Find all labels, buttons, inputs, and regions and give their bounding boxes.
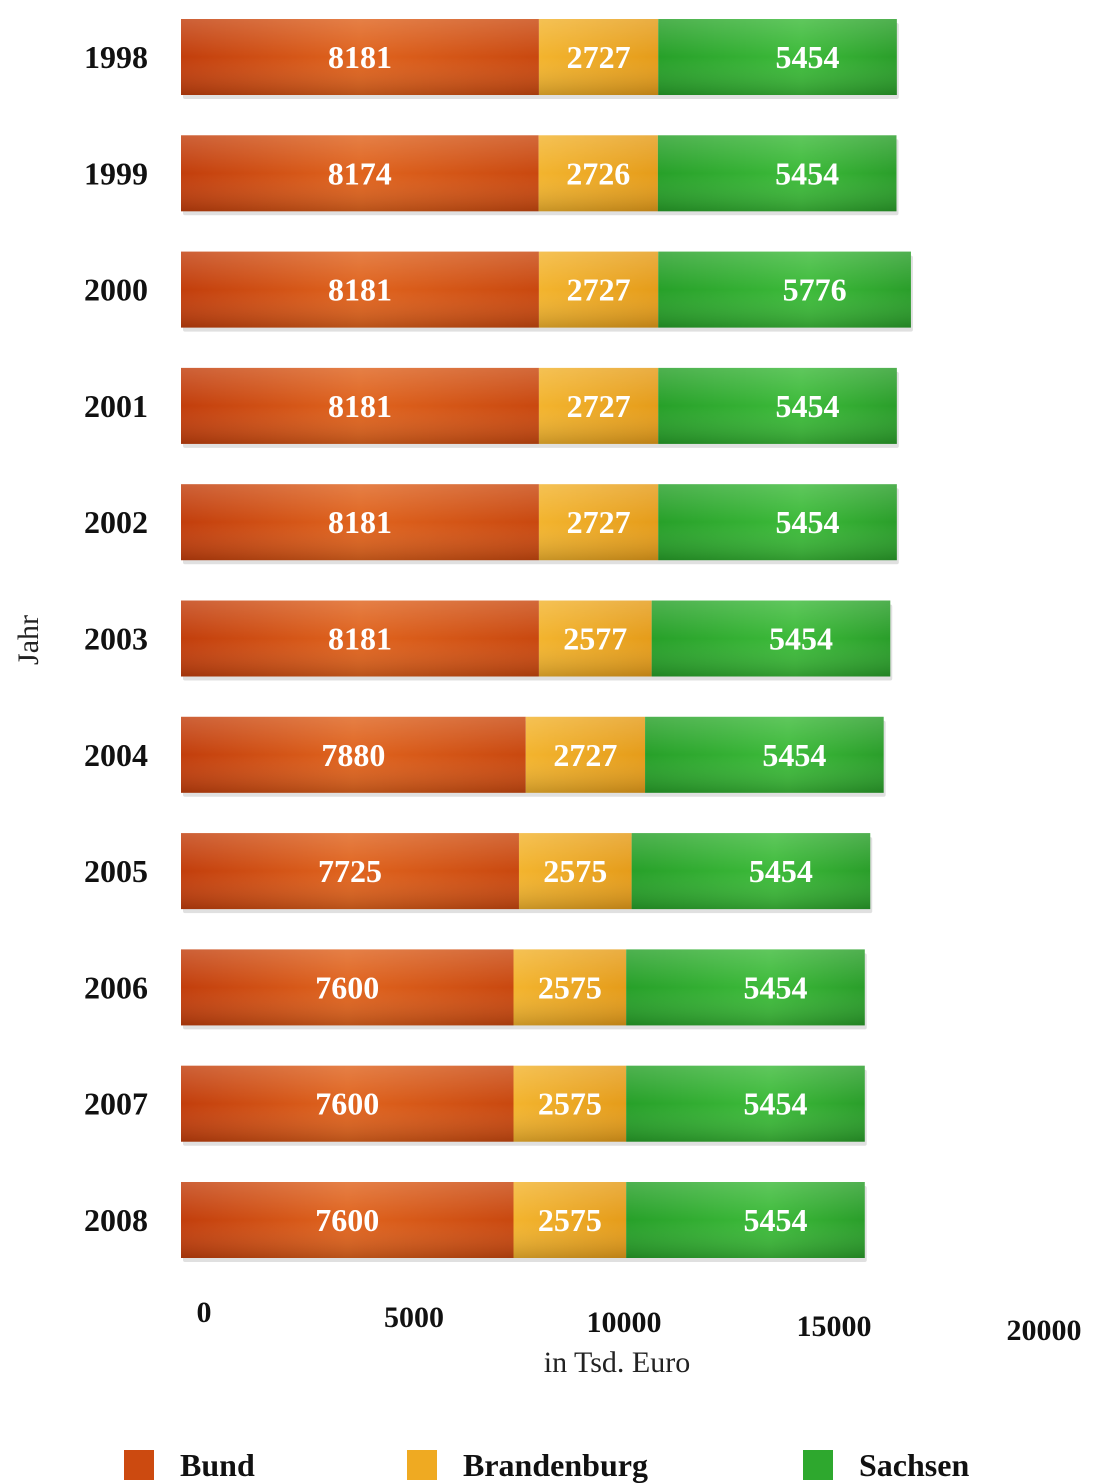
- legend-label-bund: Bund: [180, 1447, 255, 1483]
- bar-gloss: [181, 1182, 865, 1258]
- y-tick-label-2003: 2003: [84, 621, 148, 657]
- data-label-brandenburg-2005: 2575: [543, 853, 607, 889]
- data-label-bund-2002: 8181: [328, 504, 392, 540]
- legend: Bund Brandenburg Sachsen: [124, 1447, 969, 1483]
- bar-row-2001: 8181 2727 5454: [181, 367, 899, 448]
- y-tick-label-1999: 1999: [84, 155, 148, 191]
- data-label-sachsen-2002: 5454: [776, 504, 840, 540]
- x-tick-labels: 0 5000 10000 15000 20000: [197, 1296, 1082, 1347]
- data-label-brandenburg-1999: 2726: [566, 155, 630, 191]
- x-axis-title: in Tsd. Euro: [544, 1346, 691, 1379]
- legend-swatch-bund: [124, 1450, 154, 1480]
- bar-gloss: [181, 949, 865, 1026]
- bar-row-2004: 7880 2727 5454: [181, 716, 886, 797]
- y-tick-label-1998: 1998: [84, 39, 148, 75]
- y-tick-label-2006: 2006: [84, 969, 148, 1005]
- bar-gloss: [181, 251, 911, 328]
- x-tick-label-15000: 15000: [797, 1310, 872, 1343]
- year-labels: 1998 1999 2000 2001 2002 2003 2004 2005 2006 2007…: [84, 39, 148, 1238]
- data-label-brandenburg-2001: 2727: [567, 388, 631, 424]
- bar-gloss: [181, 833, 871, 910]
- data-label-sachsen-2008: 5454: [743, 1202, 807, 1238]
- bar-row-2000: 8181 2727 5776: [181, 251, 913, 332]
- bar-row-2003: 8181 2577 5454: [181, 600, 893, 681]
- data-label-bund-2005: 7725: [318, 853, 382, 889]
- x-tick-label-20000: 20000: [1007, 1314, 1082, 1347]
- y-tick-label-2000: 2000: [84, 272, 148, 308]
- legend-label-sachsen: Sachsen: [859, 1447, 969, 1483]
- bar-gloss: [181, 600, 891, 677]
- data-label-bund-1999: 8174: [328, 155, 392, 191]
- bar-row-1999: 8174 2726 5454: [181, 135, 899, 216]
- data-label-brandenburg-2003: 2577: [563, 621, 627, 657]
- bar-row-1998: 8181 2727 5454: [181, 19, 899, 99]
- y-tick-label-2005: 2005: [84, 853, 148, 889]
- bar-gloss: [181, 484, 897, 561]
- data-label-bund-2001: 8181: [328, 388, 392, 424]
- bar-gloss: [181, 135, 897, 212]
- y-tick-label-2007: 2007: [84, 1086, 148, 1122]
- bar-row-2002: 8181 2727 5454: [181, 484, 899, 565]
- bar-gloss: [181, 19, 897, 95]
- legend-swatch-brandenburg: [407, 1450, 437, 1480]
- data-label-bund-2003: 8181: [328, 621, 392, 657]
- data-label-brandenburg-2004: 2727: [553, 737, 617, 773]
- data-label-sachsen-2004: 5454: [762, 737, 826, 773]
- data-label-brandenburg-2006: 2575: [538, 969, 602, 1005]
- data-label-brandenburg-1998: 2727: [567, 39, 631, 75]
- bar-row-2007: 7600 2575 5454: [181, 1065, 867, 1146]
- data-label-bund-2006: 7600: [315, 969, 379, 1005]
- x-tick-label-10000: 10000: [587, 1306, 662, 1339]
- data-label-sachsen-2007: 5454: [743, 1086, 807, 1122]
- x-tick-label-5000: 5000: [384, 1301, 444, 1334]
- legend-item-sachsen: Sachsen: [803, 1447, 969, 1483]
- bar-gloss: [181, 1065, 865, 1142]
- data-label-brandenburg-2002: 2727: [567, 504, 631, 540]
- y-tick-label-2008: 2008: [84, 1202, 148, 1238]
- data-label-brandenburg-2000: 2727: [567, 272, 631, 308]
- data-label-sachsen-1999: 5454: [775, 155, 839, 191]
- bar-row-2006: 7600 2575 5454: [181, 949, 867, 1030]
- data-label-sachsen-1998: 5454: [776, 39, 840, 75]
- data-label-brandenburg-2007: 2575: [538, 1086, 602, 1122]
- legend-item-brandenburg: Brandenburg: [407, 1447, 648, 1483]
- data-label-bund-2007: 7600: [315, 1086, 379, 1122]
- data-label-bund-1998: 8181: [328, 39, 392, 75]
- data-label-sachsen-2001: 5454: [776, 388, 840, 424]
- x-tick-label-0: 0: [197, 1296, 212, 1329]
- data-label-sachsen-2005: 5454: [749, 853, 813, 889]
- y-tick-label-2002: 2002: [84, 504, 148, 540]
- data-label-bund-2000: 8181: [328, 272, 392, 308]
- bar-gloss: [181, 367, 897, 444]
- legend-item-bund: Bund: [124, 1447, 255, 1483]
- data-label-sachsen-2000: 5776: [783, 272, 847, 308]
- bar-row-2005: 7725 2575 5454: [181, 833, 873, 914]
- data-label-bund-2008: 7600: [315, 1202, 379, 1238]
- legend-label-brandenburg: Brandenburg: [463, 1447, 648, 1483]
- y-tick-label-2001: 2001: [84, 388, 148, 424]
- bar-gloss: [181, 716, 884, 793]
- data-label-brandenburg-2008: 2575: [538, 1202, 602, 1238]
- bar-row-2008: 7600 2575 5454: [181, 1182, 867, 1262]
- data-label-bund-2004: 7880: [321, 737, 385, 773]
- data-label-sachsen-2006: 5454: [743, 969, 807, 1005]
- y-tick-label-2004: 2004: [84, 737, 148, 773]
- y-axis-title: Jahr: [12, 615, 45, 665]
- data-label-sachsen-2003: 5454: [769, 621, 833, 657]
- legend-swatch-sachsen: [803, 1450, 833, 1480]
